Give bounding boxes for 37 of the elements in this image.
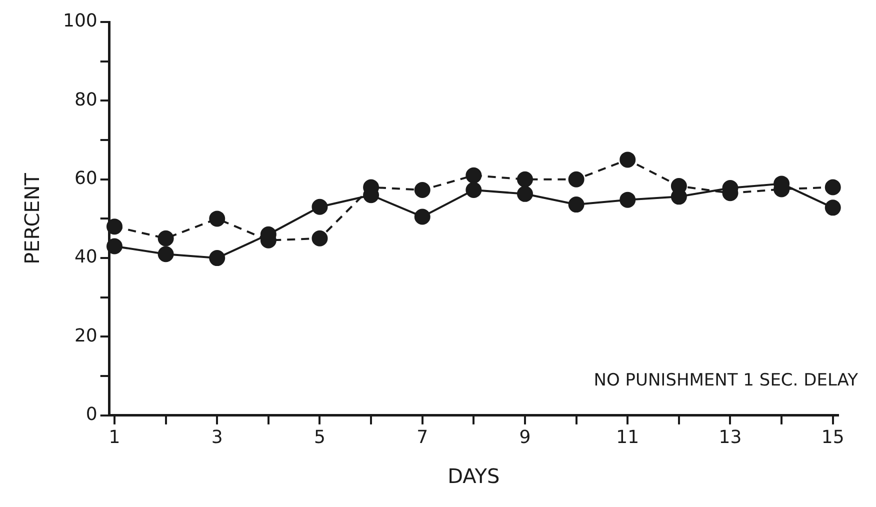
- y-tick-label: 60: [74, 168, 98, 190]
- point: [466, 182, 482, 198]
- point: [312, 198, 328, 215]
- point: [516, 186, 533, 202]
- x-tick-label: 9: [519, 426, 531, 448]
- annotation: NO PUNISHMENT 1 SEC. DELAY: [594, 370, 859, 390]
- point: [414, 182, 430, 198]
- y-tick-label: 20: [74, 325, 98, 346]
- point: [312, 230, 328, 246]
- x-tick-label: 11: [616, 426, 640, 448]
- x-axis-title: DAYS: [448, 464, 500, 488]
- y-axis-title: PERCENT: [20, 172, 44, 264]
- point: [209, 250, 226, 266]
- y-tick-label: 100: [62, 10, 98, 32]
- x-tick-label: 1: [108, 426, 120, 448]
- point: [466, 167, 482, 184]
- point: [620, 152, 636, 168]
- y-tick-label: 80: [74, 89, 98, 110]
- y-tick-label: 40: [74, 246, 98, 268]
- point: [158, 230, 174, 246]
- point: [106, 218, 122, 235]
- point: [106, 238, 122, 254]
- x-tick-label: 7: [416, 426, 428, 448]
- x-tick-label: 3: [211, 426, 223, 448]
- point: [414, 208, 430, 225]
- x-tick-label: 13: [718, 426, 742, 448]
- point: [620, 192, 636, 208]
- point: [158, 246, 174, 262]
- point: [516, 171, 533, 188]
- point: [568, 171, 584, 188]
- point: [824, 200, 841, 216]
- x-tick-label: 5: [314, 426, 326, 448]
- y-tick-label: 0: [86, 404, 98, 426]
- x-tick-label: 15: [821, 426, 844, 448]
- point: [568, 196, 584, 213]
- point: [209, 210, 226, 227]
- point: [824, 179, 841, 196]
